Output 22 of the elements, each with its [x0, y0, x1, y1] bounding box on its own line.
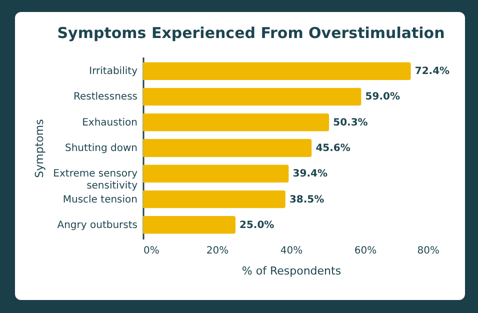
x-tick-label: 60%: [354, 246, 377, 256]
x-tick-label: 40%: [280, 246, 303, 256]
data-label: 45.6%: [316, 143, 350, 154]
y-tick-label: Muscle tension: [62, 194, 138, 206]
y-tick-label: Shutting down: [65, 143, 138, 154]
x-tick-label: 20%: [206, 246, 229, 256]
x-axis-title: % of Respondents: [242, 264, 342, 278]
data-label: 25.0%: [240, 220, 274, 231]
data-label: 59.0%: [365, 92, 400, 103]
data-label: 38.5%: [289, 194, 324, 206]
y-tick-label: Restlessness: [73, 92, 138, 103]
x-tick-label: 0%: [144, 246, 160, 256]
data-label: 39.4%: [292, 168, 328, 180]
y-tick-label: Irritability: [89, 66, 138, 78]
y-axis-title: Symptoms: [33, 118, 46, 178]
y-tick-label: Exhaustion: [82, 117, 138, 128]
x-tick-label: 80%: [417, 246, 440, 256]
chart-title: Symptoms Experienced From Overstimulation: [57, 24, 445, 42]
data-label: 72.4%: [414, 66, 450, 78]
y-tick-label: Angry outbursts: [57, 220, 138, 231]
data-label: 50.3%: [333, 117, 368, 128]
y-tick-label: Extreme sensory sensitivity: [53, 168, 138, 192]
